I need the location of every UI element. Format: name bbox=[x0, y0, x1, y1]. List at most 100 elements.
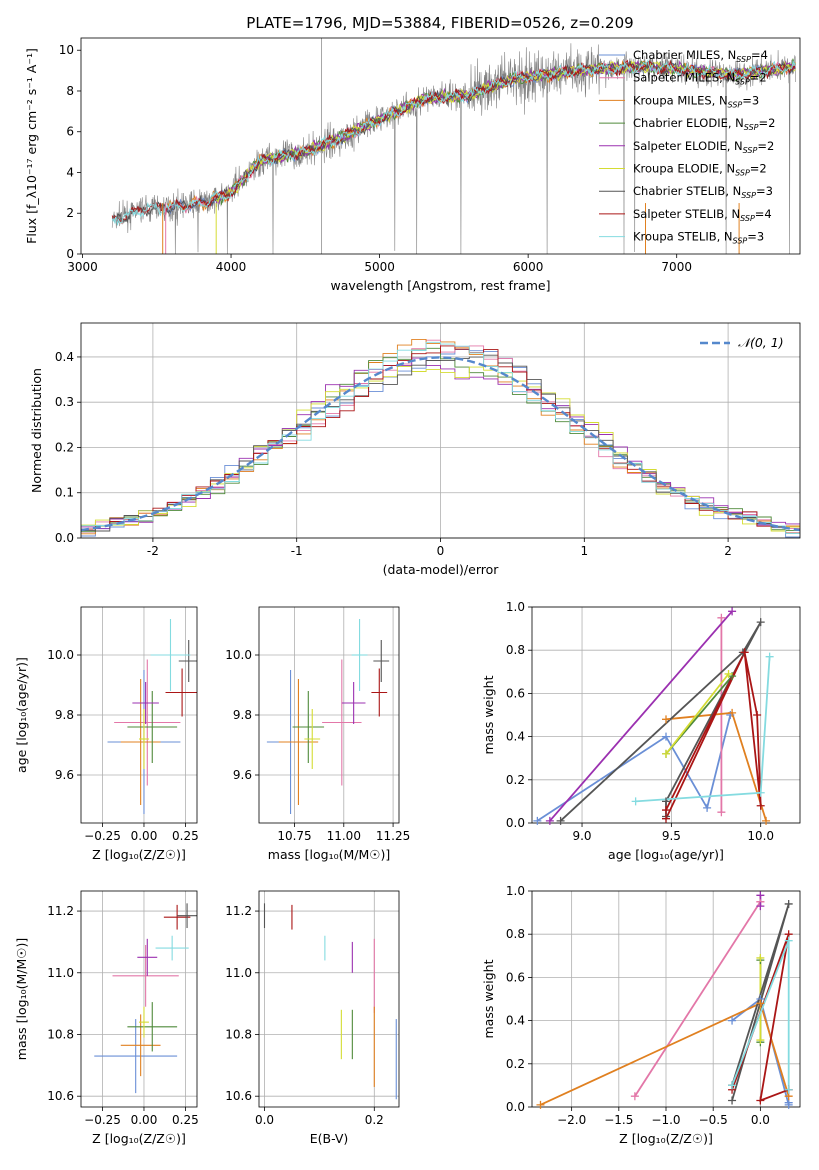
axes-frame bbox=[80, 606, 198, 824]
tick-label-x: 7000 bbox=[661, 260, 692, 274]
plot-area-mass_vs_ebv bbox=[263, 903, 397, 1100]
tick-label-y: 11.0 bbox=[47, 966, 74, 980]
axes-weight_vs_age: 9.0 9.5 10.0 0.0 0.2 0.4 0.6 0.8 1.0 age [log₁₀(a… bbox=[481, 600, 801, 862]
legend-entry-sm: Salpeter MILES, NSSP=2 bbox=[633, 71, 767, 87]
normal-curve bbox=[81, 356, 800, 532]
tick-label-x: 10.0 bbox=[747, 829, 774, 843]
weight-marker-ss bbox=[756, 1096, 765, 1105]
weight-marker-ke bbox=[756, 1036, 765, 1045]
tick-label-y: 1.0 bbox=[506, 884, 525, 898]
y-axis-label: Normed distribution bbox=[29, 368, 44, 493]
axes-spectrum: 3000 4000 5000 6000 7000 0 2 4 6 8 10 wavelength [A… bbox=[24, 37, 801, 293]
tick-label-y: 9.6 bbox=[233, 768, 252, 782]
legend-entry-cs: Chabrier STELIB, NSSP=3 bbox=[633, 184, 773, 200]
weight-marker-km bbox=[728, 708, 737, 717]
tick-label-x: 0.0 bbox=[751, 1113, 770, 1127]
axes-age_vs_mass: 10.75 11.00 11.25 9.6 9.8 10.0 mass [log₁₀(M/M… bbox=[225, 606, 410, 862]
tick-label-x: 2 bbox=[724, 544, 732, 558]
tick-label-x: 3000 bbox=[67, 260, 98, 274]
weight-line-ke bbox=[665, 673, 730, 755]
weight-marker-cs bbox=[556, 816, 565, 825]
spectrum-data-line bbox=[111, 43, 796, 254]
legend-entry-se: Salpeter ELODIE, NSSP=2 bbox=[633, 139, 774, 155]
tick-label-x: 0.25 bbox=[172, 1113, 199, 1127]
tick-label-y: 0.8 bbox=[506, 927, 525, 941]
tick-label-x: −1.0 bbox=[651, 1113, 680, 1127]
weight-marker-ke bbox=[756, 953, 765, 962]
plot-area-age_vs_mass bbox=[266, 619, 390, 814]
x-axis-label: Z [log₁₀(Z/Z☉)] bbox=[92, 1131, 186, 1146]
tick-label-y: 2 bbox=[66, 206, 74, 220]
axes-mass_vs_Z: −0.25 0.00 0.25 10.6 10.8 11.0 11.2 Z [log₁₀(Z/… bbox=[14, 890, 199, 1146]
tick-label-x: −1.5 bbox=[604, 1113, 633, 1127]
tick-label-x: 0.00 bbox=[131, 829, 158, 843]
y-axis-label: mass weight bbox=[481, 959, 496, 1038]
weight-line-sm bbox=[634, 901, 762, 1097]
axes-age_vs_Z: −0.25 0.00 0.25 9.6 9.8 10.0 Z [log₁₀(Z/Z☉)] ag… bbox=[14, 606, 199, 862]
weight-line-km bbox=[540, 1002, 790, 1106]
axes-frame bbox=[258, 606, 400, 824]
tick-label-y: 0 bbox=[66, 247, 74, 261]
weight-marker-ss bbox=[756, 801, 765, 810]
y-axis-label: Flux [f_λ10⁻¹⁷ erg cm⁻² s⁻¹ A⁻¹] bbox=[24, 48, 39, 244]
plot-area-residuals bbox=[81, 338, 800, 538]
tick-label-y: 0.6 bbox=[506, 970, 525, 984]
model-line-ks bbox=[111, 59, 796, 226]
axes-frame bbox=[258, 890, 400, 1108]
y-axis-label: mass [log₁₀(M/M☉)] bbox=[14, 938, 29, 1060]
figure-title: PLATE=1796, MJD=53884, FIBERID=0526, z=0… bbox=[246, 14, 633, 32]
spectrum-legend: Chabrier MILES, NSSP=4 Salpeter MILES, NS… bbox=[599, 48, 775, 246]
x-axis-label: age [log₁₀(age/yr)] bbox=[608, 847, 724, 862]
tick-label-y: 0.0 bbox=[55, 531, 74, 545]
legend-entry-normal: 𝒩(0, 1) bbox=[738, 335, 784, 350]
weight-marker-ks bbox=[784, 936, 793, 945]
weight-marker-ks bbox=[728, 1081, 737, 1090]
weight-marker-cs bbox=[784, 899, 793, 908]
axes-weight_vs_Z: −2.0 −1.5 −1.0 −0.5 0.0 0.0 0.2 0.4 0.6 0.8 1.0 Z [… bbox=[481, 884, 801, 1146]
weight-marker-ss bbox=[662, 806, 670, 815]
tick-label-y: 11.2 bbox=[225, 904, 252, 918]
tick-label-y: 6 bbox=[66, 125, 74, 139]
tick-label-x: 6000 bbox=[513, 260, 544, 274]
tick-label-x: 9.0 bbox=[572, 829, 591, 843]
tick-label-y: 1.0 bbox=[506, 600, 525, 614]
tick-label-y: 10.0 bbox=[47, 648, 74, 662]
tick-label-y: 0.1 bbox=[55, 486, 74, 500]
tick-label-x: −0.25 bbox=[84, 829, 121, 843]
plot-area-mass_vs_Z bbox=[94, 903, 197, 1094]
tick-label-y: 0.4 bbox=[506, 730, 525, 744]
axes-frame bbox=[80, 37, 801, 255]
plot-area-age_vs_Z bbox=[107, 619, 197, 814]
tick-label-y: 10.8 bbox=[225, 1027, 252, 1041]
hist-step-se bbox=[81, 357, 800, 530]
axes-residuals: -2 -1 0 1 2 0.0 0.1 0.2 0.3 0.4 (data-model)/error… bbox=[29, 322, 801, 577]
tick-label-x: 4000 bbox=[216, 260, 247, 274]
legend-entry-cm: Chabrier MILES, NSSP=4 bbox=[633, 48, 768, 64]
weight-marker-ss bbox=[753, 711, 762, 719]
weight-marker-ke bbox=[662, 749, 670, 758]
axes-frame bbox=[80, 322, 801, 539]
tick-label-y: 9.8 bbox=[55, 708, 74, 722]
tick-label-y: 9.6 bbox=[55, 768, 74, 782]
weight-marker-km bbox=[662, 715, 670, 724]
weight-marker-cs bbox=[728, 1096, 737, 1105]
tick-label-y: 11.0 bbox=[225, 966, 252, 980]
tick-label-x: -2 bbox=[147, 544, 159, 558]
tick-label-y: 10.6 bbox=[47, 1089, 74, 1103]
tick-label-x: 5000 bbox=[364, 260, 395, 274]
tick-label-x: -1 bbox=[291, 544, 303, 558]
plot-area-weight_vs_age bbox=[536, 610, 771, 822]
tick-label-x: 11.00 bbox=[327, 829, 361, 843]
weight-marker-cm bbox=[662, 732, 670, 741]
tick-label-x: 0.0 bbox=[255, 1113, 274, 1127]
tick-label-y: 0.0 bbox=[506, 1100, 525, 1114]
tick-label-y: 0.2 bbox=[506, 773, 525, 787]
legend-entry-ss: Salpeter STELIB, NSSP=4 bbox=[633, 207, 772, 223]
x-axis-label: mass [log₁₀(M/M☉)] bbox=[268, 847, 390, 862]
weight-marker-sm bbox=[717, 613, 726, 622]
weight-line-cm bbox=[536, 714, 732, 822]
tick-label-y: 10.0 bbox=[225, 648, 252, 662]
tick-label-y: 0.6 bbox=[506, 686, 525, 700]
